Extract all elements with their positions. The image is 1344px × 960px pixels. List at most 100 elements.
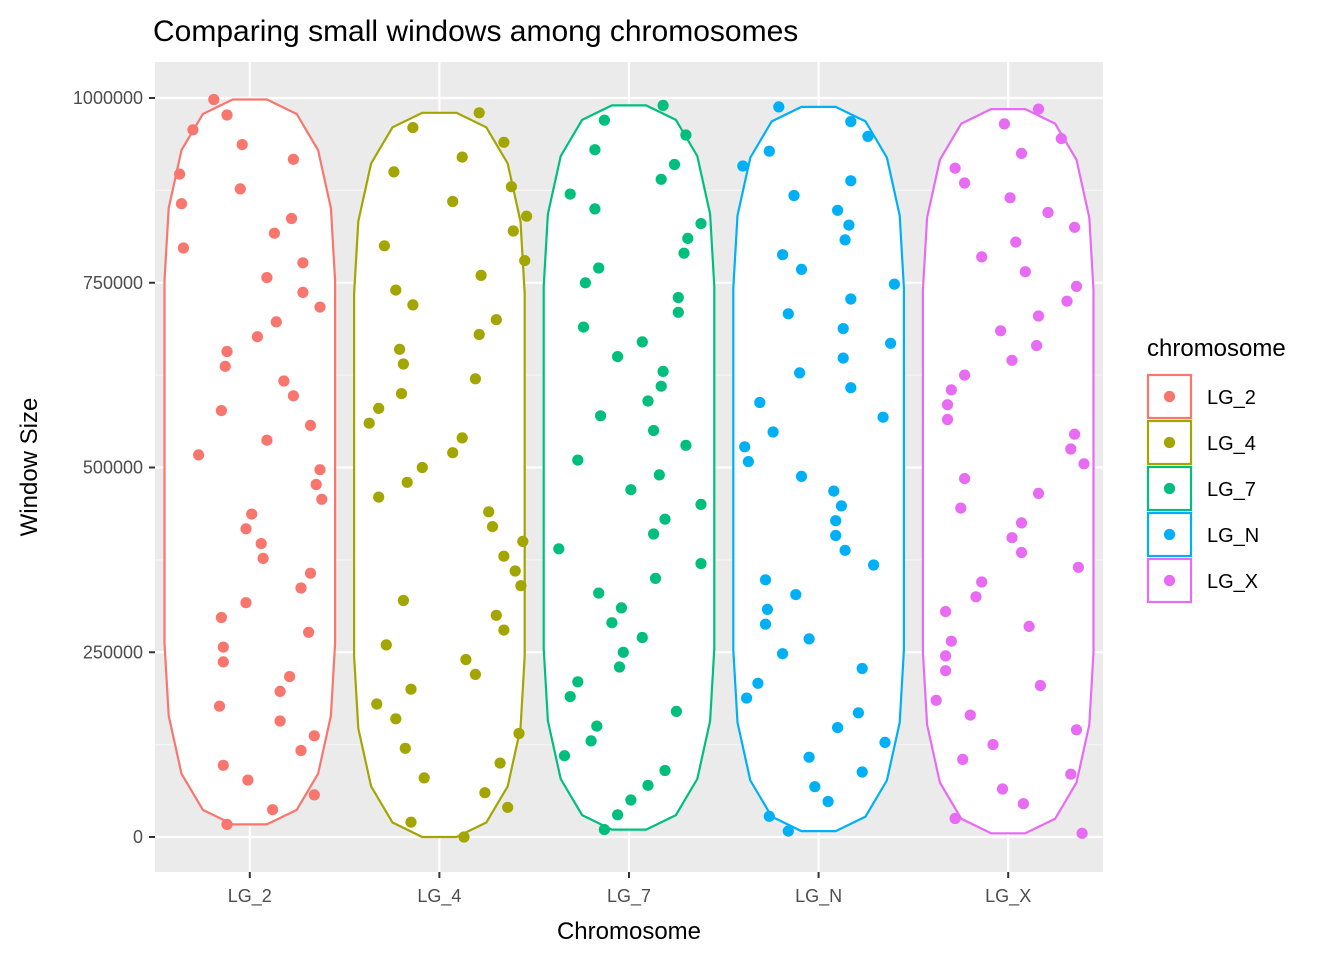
- data-point: [788, 189, 800, 202]
- data-point: [959, 369, 971, 381]
- data-point: [517, 535, 529, 548]
- data-point: [475, 269, 487, 281]
- data-point: [407, 122, 419, 134]
- legend-key-dot: [1163, 574, 1176, 587]
- data-point: [852, 707, 865, 719]
- legend-label: LG_2: [1207, 387, 1256, 409]
- data-point: [790, 589, 802, 601]
- data-point: [598, 114, 611, 126]
- data-point: [314, 464, 326, 476]
- data-point: [773, 101, 785, 113]
- data-point: [490, 609, 502, 621]
- legend-label: LG_4: [1207, 433, 1256, 455]
- data-point: [261, 272, 273, 284]
- data-point: [615, 602, 628, 614]
- data-point: [242, 774, 254, 786]
- legend-key-dot: [1163, 528, 1176, 541]
- data-point: [879, 736, 891, 749]
- data-point: [304, 567, 317, 579]
- data-point: [473, 107, 485, 119]
- data-point: [598, 824, 611, 836]
- data-point: [591, 720, 603, 732]
- data-point: [469, 373, 481, 385]
- data-point: [177, 242, 189, 254]
- data-point: [572, 454, 584, 466]
- data-point: [835, 500, 848, 512]
- data-point: [742, 456, 755, 468]
- data-point: [285, 212, 298, 225]
- data-points: [174, 93, 1090, 843]
- data-point: [390, 713, 402, 725]
- data-point: [782, 825, 794, 837]
- data-point: [1031, 340, 1043, 352]
- data-point: [839, 234, 851, 246]
- data-point: [759, 618, 772, 630]
- data-point: [219, 360, 231, 372]
- data-point: [782, 308, 794, 320]
- data-point: [959, 177, 971, 189]
- data-point: [498, 136, 510, 148]
- data-point: [274, 715, 286, 727]
- data-point: [682, 232, 694, 244]
- data-point: [390, 284, 402, 296]
- data-point: [655, 173, 667, 185]
- data-point: [843, 219, 855, 231]
- data-point: [672, 306, 684, 318]
- data-point: [803, 633, 815, 645]
- data-point: [564, 188, 576, 200]
- data-point: [741, 692, 753, 704]
- data-point: [577, 321, 590, 333]
- data-point: [976, 576, 988, 588]
- data-point: [945, 384, 957, 396]
- data-point: [572, 676, 584, 688]
- data-point: [221, 818, 233, 831]
- data-point: [395, 388, 408, 400]
- data-point: [187, 124, 199, 136]
- data-point: [287, 153, 299, 165]
- data-point: [845, 293, 857, 305]
- data-point: [1006, 532, 1018, 544]
- data-point: [949, 162, 961, 174]
- data-point: [845, 116, 857, 128]
- legend: chromosome LG_2 LG_4 LG_7 LG_N LG_X: [1146, 335, 1286, 604]
- data-point: [964, 709, 976, 721]
- data-point: [215, 405, 227, 417]
- data-point: [268, 227, 280, 239]
- data-point: [564, 691, 576, 703]
- data-point: [987, 739, 999, 751]
- data-point: [479, 787, 491, 799]
- legend-label: LG_N: [1207, 525, 1259, 547]
- data-point: [941, 413, 954, 426]
- data-point: [930, 694, 942, 706]
- data-point: [680, 129, 692, 141]
- data-point: [625, 794, 637, 806]
- data-point: [217, 759, 229, 771]
- data-point: [589, 144, 601, 156]
- data-point: [295, 582, 307, 594]
- data-point: [642, 395, 654, 407]
- data-point: [1006, 354, 1018, 366]
- data-point: [255, 538, 267, 550]
- x-tick-label: LG_2: [228, 886, 272, 907]
- data-point: [267, 804, 279, 816]
- data-point: [261, 434, 273, 446]
- data-point: [837, 352, 849, 364]
- data-point: [754, 396, 766, 409]
- data-point: [494, 757, 506, 769]
- data-point: [940, 606, 952, 618]
- data-point: [695, 218, 707, 230]
- data-point: [1070, 280, 1083, 292]
- data-point: [868, 559, 880, 571]
- data-point: [845, 382, 857, 394]
- data-point: [308, 730, 320, 742]
- data-point: [295, 744, 307, 757]
- data-point: [1042, 206, 1054, 219]
- data-point: [388, 166, 400, 178]
- data-point: [585, 735, 597, 747]
- x-tick-label: LG_X: [985, 886, 1031, 907]
- data-point: [1017, 798, 1029, 810]
- data-point: [649, 572, 662, 585]
- data-point: [278, 375, 290, 387]
- data-point: [695, 498, 707, 510]
- data-point: [236, 139, 248, 151]
